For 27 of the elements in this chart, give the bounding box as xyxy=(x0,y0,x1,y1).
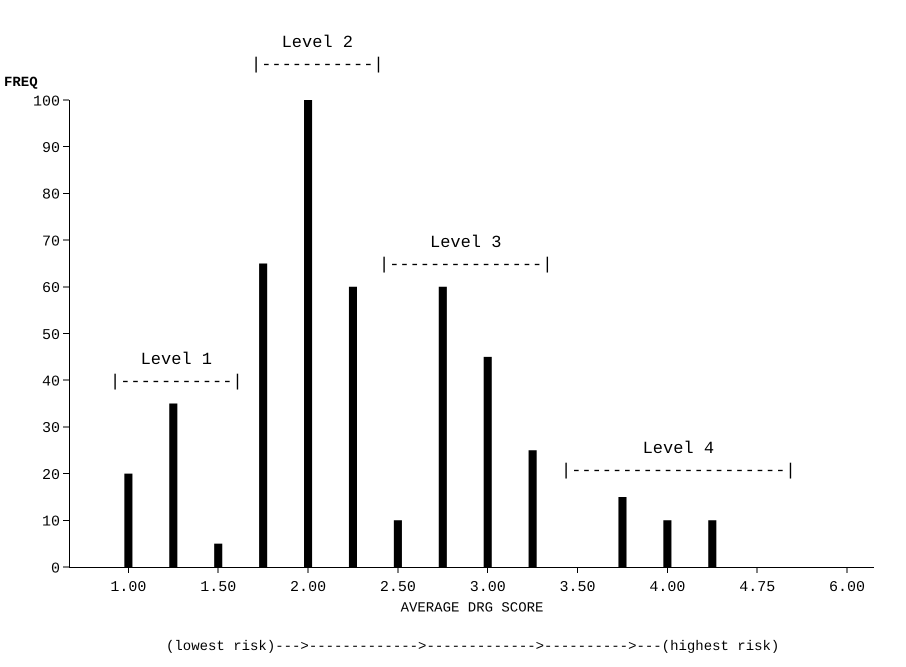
x-tick-label: 2.50 xyxy=(380,579,416,596)
y-tick-label: 70 xyxy=(42,233,60,250)
y-tick-label: 80 xyxy=(42,186,60,204)
y-tick-label: 40 xyxy=(42,373,60,390)
x-tick-label: 4.75 xyxy=(739,579,776,596)
x-tick-label: 4.00 xyxy=(649,579,686,596)
x-tick-label: 2.00 xyxy=(290,579,326,596)
text: (lowest risk)--->------------->------------->---------->---(highest risk) xyxy=(166,639,780,655)
annotation: Level 1 |-----------| xyxy=(110,351,243,392)
x-axis-title: AVERAGE DRG SCORE xyxy=(400,600,544,616)
y-tick-label: 50 xyxy=(42,326,60,344)
x-tick-label: 1.00 xyxy=(110,579,146,596)
text: Level 2 |-----------| xyxy=(251,34,384,76)
x-tick-label: 3.50 xyxy=(560,579,596,596)
y-tick-label: 60 xyxy=(42,280,60,298)
y-tick-label: 20 xyxy=(42,466,60,484)
y-tick-label: 10 xyxy=(42,514,60,531)
x-tick-label: 1.50 xyxy=(200,579,236,596)
y-tick-label: 0 xyxy=(50,560,60,578)
y-tick-label: 90 xyxy=(42,140,60,157)
x-tick-label: 6.00 xyxy=(829,579,866,596)
y-axis-title: FREQ xyxy=(4,75,38,91)
annotation: Level 3 |---------------| xyxy=(379,234,552,276)
x-tick-label: 3.00 xyxy=(470,579,506,596)
annotation: Level 4 |---------------------| xyxy=(561,440,796,482)
y-tick-label: 100 xyxy=(32,93,60,110)
y-tick-label: 30 xyxy=(42,420,60,438)
